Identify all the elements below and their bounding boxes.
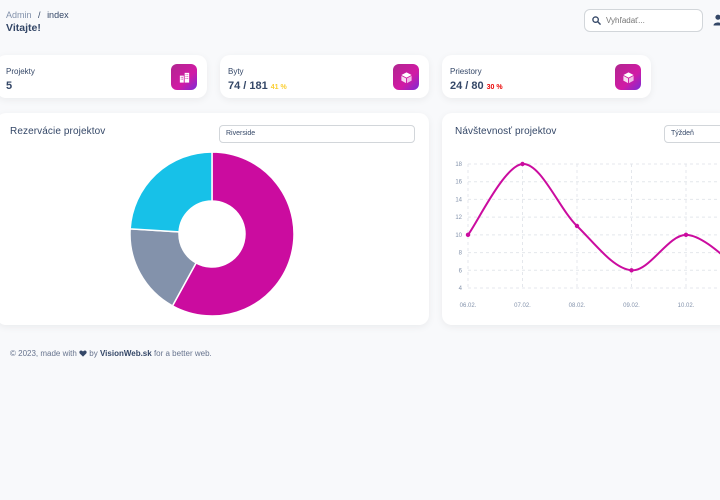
y-tick-label: 4 (459, 286, 463, 292)
heart-icon (79, 350, 87, 357)
y-tick-label: 14 (455, 197, 462, 203)
y-tick-label: 16 (455, 180, 462, 186)
reservations-card: Rezervácie projektov Riverside (0, 113, 429, 325)
stat-percent: 41 % (270, 84, 287, 91)
stat-label: Priestory (450, 67, 482, 76)
building-icon (179, 72, 189, 83)
y-tick-label: 18 (455, 162, 462, 168)
page-title: Vitajte! (6, 22, 41, 34)
x-tick-label: 06.02. (460, 303, 477, 309)
visits-card: Návštevnosť projektov Týždeň 4 6 8 10 12 14 16… (442, 113, 720, 325)
footer-by: by (89, 349, 98, 358)
visits-title: Návštevnosť projektov (455, 126, 557, 137)
user-icon[interactable] (713, 14, 720, 26)
footer-suffix: for a better web. (153, 349, 212, 358)
chart-data-point (465, 232, 471, 238)
x-tick-label: 10.02. (678, 303, 695, 309)
donut-slice (129, 228, 198, 307)
breadcrumb: Admin / index (6, 10, 69, 20)
search-icon (592, 16, 601, 25)
x-tick-label: 09.02. (623, 303, 640, 309)
stat-icon-box (615, 64, 641, 90)
chart-data-point (520, 161, 525, 167)
stat-label: Projekty (6, 67, 35, 76)
stat-value-text: 74 / 181 (228, 80, 268, 92)
y-tick-label: 6 (459, 268, 463, 274)
stat-value-text: 5 (6, 80, 13, 92)
reservations-title: Rezervácie projektov (10, 126, 106, 137)
stat-card-projects: Projekty 5 (0, 55, 207, 98)
chart-data-point (683, 232, 689, 238)
breadcrumb-parent[interactable]: Admin (6, 10, 32, 20)
footer: © 2023, made with by VisionWeb.sk for a … (10, 349, 212, 358)
chart-data-point (629, 268, 634, 273)
donut-slice (129, 151, 213, 233)
chart-data-point (574, 223, 580, 229)
stat-label: Byty (228, 67, 244, 76)
footer-brand-link[interactable]: VisionWeb.sk (99, 349, 152, 358)
stat-icon-box (393, 64, 419, 90)
stat-value-text: 24 / 80 (450, 80, 484, 92)
reservations-donut-chart (129, 151, 295, 317)
y-tick-label: 8 (459, 251, 463, 257)
stat-card-spaces: Priestory 24 / 80 30 % (442, 55, 651, 98)
stat-value: 24 / 80 30 % (450, 80, 503, 92)
box-icon (622, 71, 634, 83)
search-input[interactable] (606, 16, 698, 25)
stat-percent: 30 % (486, 84, 503, 91)
stat-card-apartments: Byty 74 / 181 41 % (220, 55, 429, 98)
chart-series-line (467, 162, 720, 272)
y-tick-label: 10 (455, 233, 462, 239)
search-box[interactable] (584, 9, 703, 32)
breadcrumb-separator: / (38, 10, 41, 20)
header: Admin / index Vitajte! (0, 0, 720, 44)
stat-value: 74 / 181 41 % (228, 80, 287, 92)
box-icon (400, 71, 412, 83)
y-tick-label: 12 (455, 215, 462, 221)
period-select[interactable]: Týždeň (664, 125, 720, 143)
x-tick-label: 08.02. (569, 303, 586, 309)
stat-icon-box (171, 64, 197, 90)
visits-line-chart: 4 6 8 10 12 14 16 18 06.02. 07.02. 08.02. 09.02. 10.… (455, 161, 720, 309)
donut-slice (171, 151, 295, 317)
stat-value: 5 (6, 80, 12, 92)
footer-prefix: © 2023, made with (10, 349, 77, 358)
project-select[interactable]: Riverside (219, 125, 415, 143)
x-tick-label: 07.02. (514, 303, 531, 309)
breadcrumb-current: index (47, 10, 69, 20)
